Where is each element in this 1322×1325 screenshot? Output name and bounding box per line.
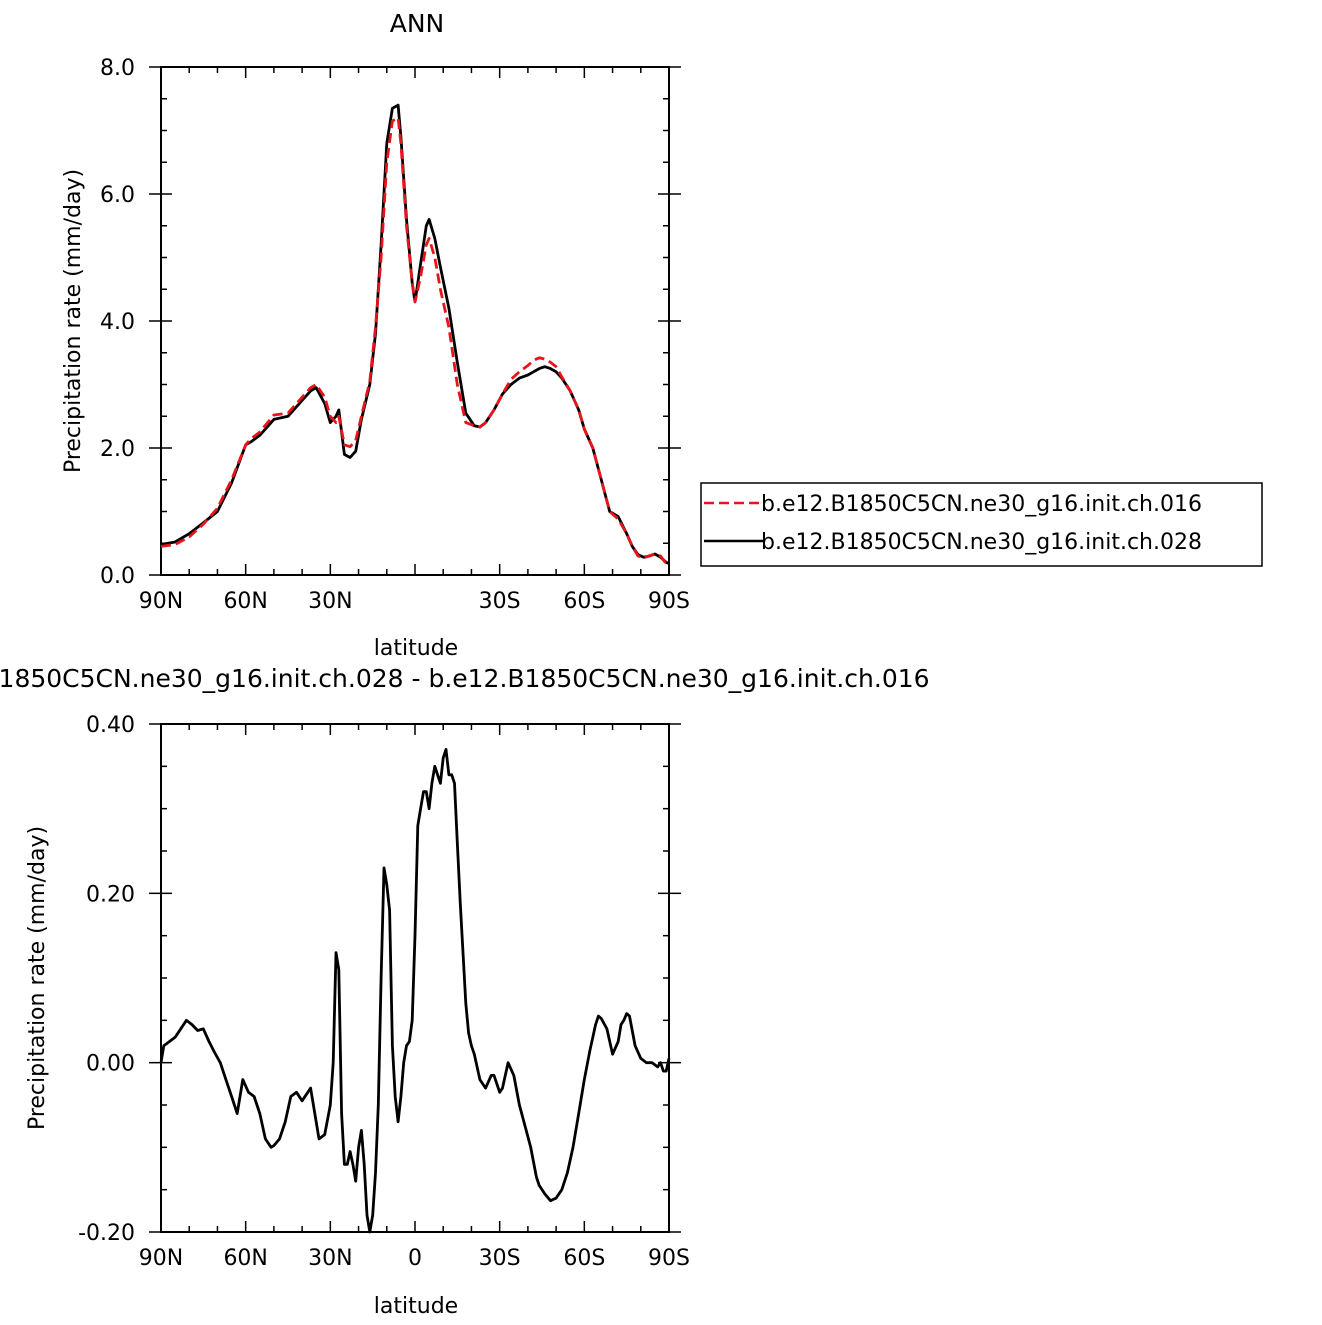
legend: b.e12.B1850C5CN.ne30_g16.init.ch.016 b.e… <box>700 482 1263 567</box>
bottom-series-line-0 <box>159 748 671 1234</box>
bottom-x-tick-label: 60N <box>223 1246 267 1271</box>
top-series-line-0 <box>160 116 670 566</box>
top-chart-title: ANN <box>390 9 445 38</box>
top-panel: ANN 90N 60N 30N 30S 60S 90S 0.0 2.0 4.0 6.0 8.0 Pr… <box>61 9 690 661</box>
bottom-chart-title: b.e12.B1850C5CN.ne30_g16.init.ch.028 - b… <box>0 664 930 693</box>
top-y-tick-label: 6.0 <box>100 183 135 208</box>
top-plot-area: 90N 60N 30N 30S 60S 90S 0.0 2.0 4.0 6.0 8.0 <box>100 56 690 614</box>
top-x-tick-label: 60N <box>223 589 267 614</box>
top-x-tick-label: 90S <box>648 589 690 614</box>
top-y-tick-label: 8.0 <box>100 56 135 81</box>
bottom-y-tick-label: 0.00 <box>86 1052 135 1077</box>
bottom-plot-area: 90N 60N 30N 0 30S 60S 90S -0.20 0.00 0.20 0.40 <box>78 713 690 1271</box>
top-x-tick-label: 60S <box>563 589 605 614</box>
bottom-y-axis-label: Precipitation rate (mm/day) <box>25 826 50 1130</box>
top-y-tick-label: 0.0 <box>100 564 135 589</box>
bottom-x-tick-label: 30S <box>479 1246 521 1271</box>
top-x-tick-label: 30S <box>479 589 521 614</box>
top-x-tick-label: 90N <box>139 589 183 614</box>
top-plot-frame <box>160 66 670 576</box>
top-y-tick-label: 2.0 <box>100 437 135 462</box>
top-y-axis-label: Precipitation rate (mm/day) <box>61 169 86 473</box>
legend-label-028: b.e12.B1850C5CN.ne30_g16.init.ch.028 <box>761 530 1202 555</box>
legend-label-016: b.e12.B1850C5CN.ne30_g16.init.ch.016 <box>761 492 1202 517</box>
bottom-y-tick-label: 0.20 <box>86 882 135 907</box>
bottom-x-tick-label: 90N <box>139 1246 183 1271</box>
bottom-panel: b.e12.B1850C5CN.ne30_g16.init.ch.028 - b… <box>0 664 930 1319</box>
top-y-tick-label: 4.0 <box>100 310 135 335</box>
top-x-axis-label: latitude <box>374 636 458 661</box>
bottom-x-tick-label: 90S <box>648 1246 690 1271</box>
bottom-x-tick-label: 60S <box>563 1246 605 1271</box>
bottom-x-axis-label: latitude <box>374 1294 458 1319</box>
bottom-x-tick-label: 0 <box>408 1246 422 1271</box>
bottom-y-tick-label: -0.20 <box>78 1221 135 1246</box>
bottom-x-tick-label: 30N <box>308 1246 352 1271</box>
top-x-tick-label: 30N <box>308 589 352 614</box>
legend-box <box>700 482 1263 567</box>
bottom-y-tick-label: 0.40 <box>86 713 135 738</box>
top-series-line-1 <box>160 103 670 565</box>
